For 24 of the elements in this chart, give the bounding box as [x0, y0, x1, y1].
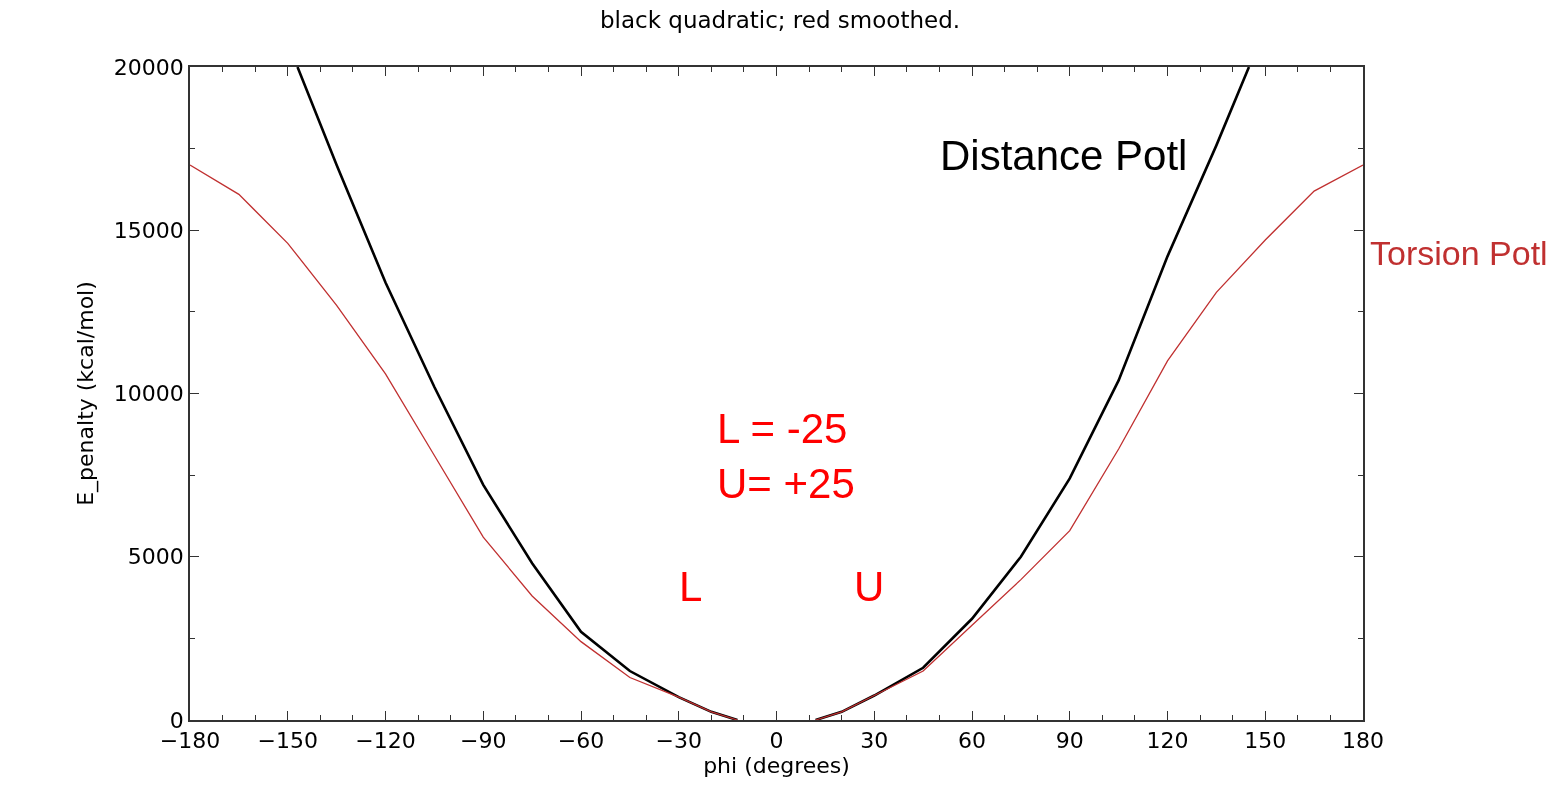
x-tick-label: −150: [257, 728, 318, 754]
x-tick-label: 90: [1055, 728, 1084, 754]
annotation: U: [854, 563, 885, 610]
x-tick-label: −60: [557, 728, 605, 754]
y-tick-label: 5000: [127, 544, 184, 570]
y-tick-label: 20000: [113, 54, 184, 80]
x-tick-label: 150: [1244, 728, 1287, 754]
series-label: Distance Potl: [940, 132, 1188, 179]
x-tick-label: 60: [958, 728, 986, 754]
x-tick-label: 0: [769, 728, 784, 754]
series-label: Torsion Potl: [1370, 234, 1548, 272]
x-axis-title: phi (degrees): [703, 753, 850, 779]
x-tick-label: 120: [1146, 728, 1189, 754]
x-tick-label: 30: [860, 728, 889, 754]
chart-title: black quadratic; red smoothed.: [599, 7, 961, 34]
y-tick-label: 10000: [113, 381, 184, 407]
x-tick-label: 180: [1342, 728, 1384, 754]
x-tick-label: −30: [655, 728, 702, 754]
y-axis-title: E_penalty (kcal/mol): [73, 281, 100, 506]
x-tick-label: −120: [355, 728, 416, 754]
annotation: L: [679, 563, 703, 610]
y-tick-label: 15000: [113, 217, 184, 243]
x-tick-label: −90: [460, 728, 507, 754]
annotation: L = -25 U= +25: [717, 405, 855, 507]
